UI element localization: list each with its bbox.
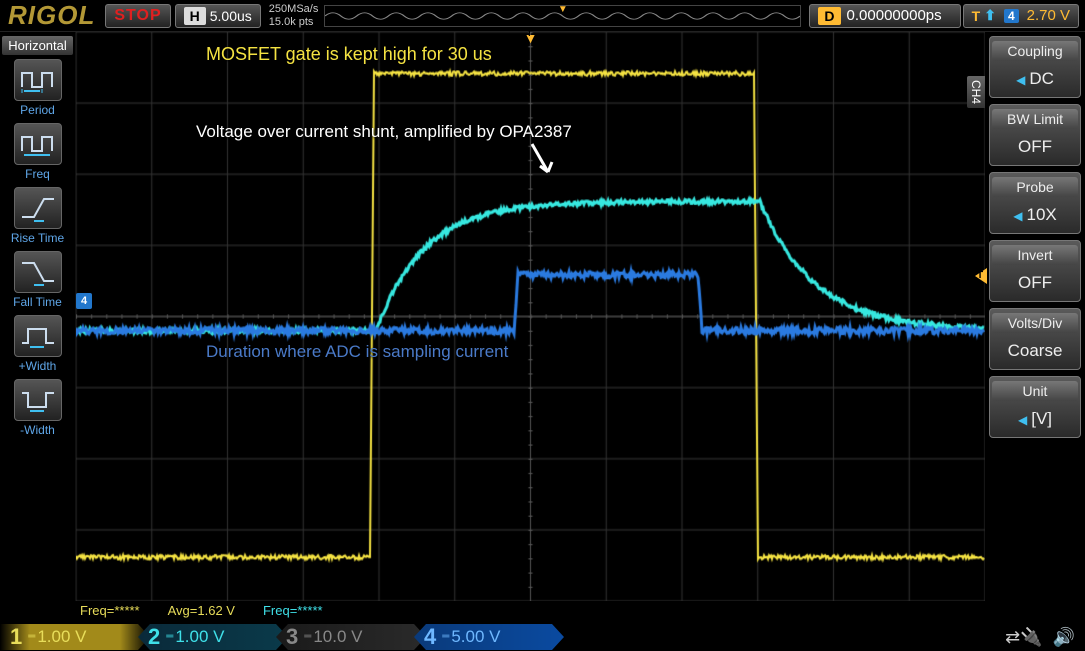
side-voltsdiv[interactable]: Volts/Div Coarse: [989, 308, 1081, 370]
freq-icon: [14, 123, 62, 165]
annotation-1: Voltage over current shunt, amplified by…: [196, 122, 572, 142]
trigger-edge-icon: ⬆: [984, 7, 996, 24]
measurements-row: Freq=***** Avg=1.62 V Freq=*****: [0, 603, 1085, 623]
side-value: OFF: [992, 269, 1078, 297]
sample-rate: 250MSa/s: [269, 3, 319, 15]
annotation-2: Duration where ADC is sampling current: [206, 342, 508, 362]
coupling-icon: ═: [304, 633, 309, 641]
risetime-icon: [14, 187, 62, 229]
coupling-icon: ═: [166, 633, 171, 641]
side-value: ◀[V]: [992, 405, 1078, 433]
run-state-label: STOP: [114, 7, 161, 25]
thumb-trigger-marker-icon: ▼: [558, 5, 568, 15]
timebase[interactable]: H 5.00us: [175, 4, 261, 28]
ch-number: 1: [10, 624, 22, 650]
trigger-level-marker-icon: T: [975, 268, 987, 284]
period-icon: [14, 59, 62, 101]
delay[interactable]: D 0.00000000ps: [809, 4, 960, 28]
arrow-icon: ◀: [1018, 413, 1027, 427]
trigger-source: 4: [1004, 9, 1019, 23]
meas-freq[interactable]: Freq: [2, 123, 73, 181]
side-value: OFF: [992, 133, 1078, 161]
channels-row: 1 ═ 1.00 V 2 ═ 1.00 V 3 ═ 10.0 V 4 ═ 5.00 V ⇄🔌 🔊: [0, 623, 1085, 651]
meas-period[interactable]: Period: [2, 59, 73, 117]
side-bwlimit[interactable]: BW Limit OFF: [989, 104, 1081, 166]
ch-scale: 1.00 V: [37, 627, 86, 647]
side-value: ◀10X: [992, 201, 1078, 229]
main-area: Horizontal Period Freq Rise Time Fall Time +…: [0, 32, 1085, 601]
ch-number: 3: [286, 624, 298, 650]
sound-icon: 🔊: [1053, 627, 1075, 648]
side-unit[interactable]: Unit ◀[V]: [989, 376, 1081, 438]
meas-label: Rise Time: [2, 231, 73, 245]
plot-area[interactable]: CH4 T 4 ▼T MOSFET gate is kept high for …: [76, 32, 985, 601]
waveform-thumbnail[interactable]: ▼: [324, 5, 801, 27]
arrow-icon: ◀: [1013, 209, 1022, 223]
trigger-time-marker-icon: ▼T: [524, 30, 538, 46]
timebase-label: H: [184, 7, 206, 25]
meas-label: Fall Time: [2, 295, 73, 309]
channel-3[interactable]: 3 ═ 10.0 V: [276, 624, 426, 650]
ch-scale: 1.00 V: [175, 627, 224, 647]
side-probe[interactable]: Probe ◀10X: [989, 172, 1081, 234]
channel-1[interactable]: 1 ═ 1.00 V: [0, 624, 150, 650]
trigger-level: 2.70 V: [1027, 7, 1070, 24]
mem-depth: 15.0k pts: [269, 16, 319, 28]
ch-scale: 10.0 V: [313, 627, 362, 647]
scope-canvas: [76, 32, 985, 601]
pwidth-icon: [14, 315, 62, 357]
right-panel: Coupling ◀DC BW Limit OFF Probe ◀10X Invert OFF…: [985, 32, 1085, 601]
run-state[interactable]: STOP: [105, 4, 170, 28]
side-header: Probe: [992, 177, 1078, 197]
meas-falltime[interactable]: Fall Time: [2, 251, 73, 309]
side-header: Volts/Div: [992, 313, 1078, 333]
meas-risetime[interactable]: Rise Time: [2, 187, 73, 245]
delay-value: 0.00000000ps: [847, 7, 942, 24]
meas-pwidth[interactable]: +Width: [2, 315, 73, 373]
meas-readout-2: Freq=*****: [263, 603, 323, 623]
trigger-status[interactable]: T ⬆ 4 2.70 V: [963, 4, 1079, 28]
meas-nwidth[interactable]: -Width: [2, 379, 73, 437]
meas-label: Freq: [2, 167, 73, 181]
left-panel: Horizontal Period Freq Rise Time Fall Time +…: [0, 32, 76, 601]
channel-2[interactable]: 2 ═ 1.00 V: [138, 624, 288, 650]
brand-logo: RIGOL: [4, 0, 103, 31]
side-header: Coupling: [992, 41, 1078, 61]
ch4-zero-marker: 4: [76, 293, 92, 309]
bottom-bar: Freq=*****Avg=1.62 VFreq=***** 1═1.00 V2…: [0, 603, 1085, 651]
coupling-icon: ═: [442, 633, 447, 641]
timebase-value: 5.00us: [210, 8, 252, 24]
side-header: Invert: [992, 245, 1078, 265]
side-value: ◀DC: [992, 65, 1078, 93]
ch4-tab[interactable]: CH4: [967, 76, 985, 108]
delay-label: D: [818, 7, 840, 25]
annotation-arrow-icon: [528, 142, 558, 182]
left-panel-title: Horizontal: [2, 36, 73, 55]
falltime-icon: [14, 251, 62, 293]
status-icons: ⇄🔌 🔊: [1005, 627, 1075, 648]
usb-icon: ⇄🔌: [1005, 627, 1043, 648]
trigger-t-label: T: [972, 8, 981, 24]
arrow-icon: ◀: [1016, 73, 1025, 87]
ch-number: 4: [424, 624, 436, 650]
meas-label: +Width: [2, 359, 73, 373]
acquisition-info: 250MSa/s 15.0k pts: [269, 3, 319, 27]
coupling-icon: ═: [28, 633, 33, 641]
meas-label: -Width: [2, 423, 73, 437]
side-header: BW Limit: [992, 109, 1078, 129]
ch-scale: 5.00 V: [451, 627, 500, 647]
top-bar: RIGOL STOP H 5.00us 250MSa/s 15.0k pts ▼…: [0, 0, 1085, 32]
annotation-0: MOSFET gate is kept high for 30 us: [206, 44, 492, 65]
side-header: Unit: [992, 381, 1078, 401]
side-value: Coarse: [992, 337, 1078, 365]
side-coupling[interactable]: Coupling ◀DC: [989, 36, 1081, 98]
meas-readout-0: Freq=*****: [80, 603, 140, 623]
meas-label: Period: [2, 103, 73, 117]
channel-4[interactable]: 4 ═ 5.00 V: [414, 624, 564, 650]
side-invert[interactable]: Invert OFF: [989, 240, 1081, 302]
meas-readout-1: Avg=1.62 V: [168, 603, 235, 623]
nwidth-icon: [14, 379, 62, 421]
ch-number: 2: [148, 624, 160, 650]
